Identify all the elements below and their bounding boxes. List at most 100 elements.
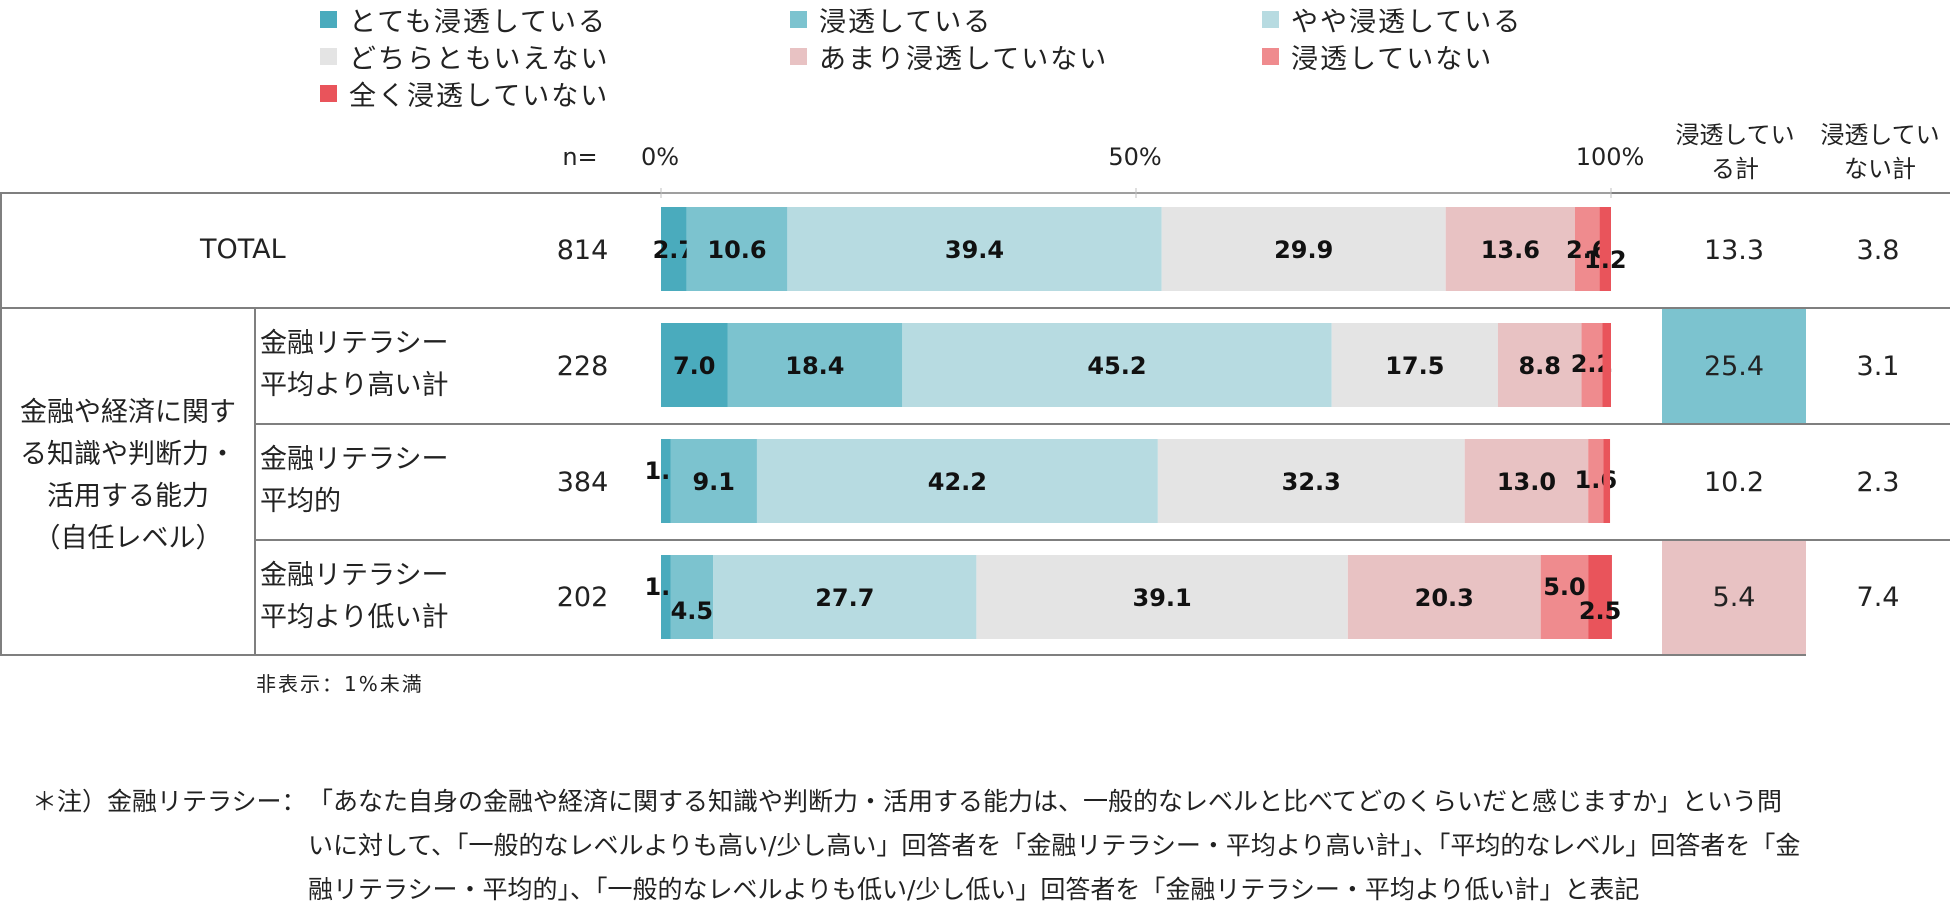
- highlight-penetrated-low: [1662, 541, 1806, 654]
- bar-segment-r0-s2: [787, 207, 1162, 291]
- note-prefix: ＊注）金融リテラシー：: [32, 787, 307, 816]
- data-label-r3-s5: 5.0: [1543, 573, 1586, 601]
- legend-swatch-1: [790, 10, 807, 28]
- penetrated-total-value-total: 13.3: [1703, 235, 1765, 266]
- data-label-r3-s6: 2.5: [1579, 597, 1622, 625]
- legend-label-4: あまり浸透していない: [819, 43, 1109, 75]
- n-value-mid: 384: [556, 466, 609, 498]
- legend-label-3: どちらともいえない: [349, 43, 610, 75]
- penetrated-total-header-line1: 浸透してい: [1675, 121, 1795, 149]
- bar-segment-r3-s3: [976, 555, 1348, 639]
- bar-segment-r2-s5: [1588, 439, 1604, 523]
- bar-segment-r1-s0: [661, 323, 728, 407]
- legend-item-0: とても浸透している: [320, 2, 607, 38]
- bar-segment-r0-s6: [1599, 207, 1611, 291]
- data-label-r1-s4: 8.8: [1518, 352, 1561, 380]
- bar-segment-r0-s3: [1161, 207, 1446, 291]
- bar-segment-r2-s6: [1603, 439, 1611, 523]
- data-label-r2-s4: 13.0: [1497, 468, 1556, 496]
- not-penetrated-total-value-high: 3.1: [1856, 350, 1900, 382]
- bar-segment-r3-s2: [713, 555, 977, 639]
- row-label-high-line1: 金融リテラシー: [260, 328, 449, 359]
- legend-swatch-4: [790, 47, 807, 65]
- row-label-mid-line2: 平均的: [260, 486, 341, 517]
- legend-label-5: 浸透していない: [1291, 43, 1494, 75]
- bar-segment-r0-s4: [1445, 207, 1575, 291]
- bar-segment-r3-s4: [1347, 555, 1541, 639]
- axis-label-50: 50%: [1108, 143, 1162, 171]
- row-divider-2: [254, 539, 1950, 541]
- data-label-r2-s2: 42.2: [928, 468, 987, 496]
- bar-segment-r1-s4: [1497, 323, 1582, 407]
- data-label-r2-s1: 9.1: [692, 468, 735, 496]
- bar-segment-r0-s0: [661, 207, 687, 291]
- data-label-r3-s4: 20.3: [1415, 584, 1474, 612]
- bar-segment-r1-s5: [1581, 323, 1603, 407]
- bar-segment-r1-s2: [902, 323, 1332, 407]
- group-label: 金融や経済に関す る知識や判断力・ 活用する能力 （自任レベル）: [2, 392, 254, 560]
- bar-segment-r1-s1: [727, 323, 903, 407]
- data-label-r1-s2: 45.2: [1087, 352, 1146, 380]
- row-label-total: TOTAL: [200, 234, 286, 265]
- data-label-r3-s3: 39.1: [1133, 584, 1192, 612]
- data-label-r0-s3: 29.9: [1274, 236, 1333, 264]
- legend-item-3: どちらともいえない: [320, 39, 610, 75]
- penetrated-total-value-low: 5.4: [1712, 582, 1756, 613]
- data-label-r0-s1: 10.6: [707, 236, 766, 264]
- bar-segment-r2-s0: [661, 439, 671, 523]
- group-divider: [254, 307, 256, 655]
- legend-label-1: 浸透している: [819, 6, 993, 38]
- bar-segment-r3-s0: [661, 555, 671, 639]
- note-line3: 融リテラシー・平均的」、「一般的なレベルよりも低い/少し低い」回答者を「金融リテ…: [308, 875, 1640, 904]
- legend-item-2: やや浸透している: [1262, 2, 1523, 38]
- legend-item-4: あまり浸透していない: [790, 39, 1109, 75]
- row-label-high-line2: 平均より高い計: [260, 370, 449, 401]
- legend-item-1: 浸透している: [790, 2, 993, 38]
- not-penetrated-total-value-total: 3.8: [1856, 235, 1900, 266]
- bar-segment-r2-s4: [1464, 439, 1589, 523]
- penetrated-total-value-mid: 10.2: [1703, 466, 1765, 498]
- n-value-high: 228: [556, 350, 609, 382]
- legend-swatch-5: [1262, 47, 1279, 65]
- data-label-r3-s1: 4.5: [671, 597, 714, 625]
- bar-segment-r0-s1: [686, 207, 788, 291]
- legend-label-2: やや浸透している: [1291, 6, 1523, 38]
- legend-item-6: 全く浸透していない: [320, 76, 610, 112]
- data-label-r1-s1: 18.4: [785, 352, 844, 380]
- data-label-r0-s2: 39.4: [945, 236, 1004, 264]
- legend-swatch-2: [1262, 10, 1279, 28]
- n-value-low: 202: [556, 582, 609, 613]
- bar-segment-r2-s1: [670, 439, 757, 523]
- bar-segment-r3-s6: [1588, 555, 1612, 639]
- row-divider-1: [254, 423, 1950, 425]
- not-penetrated-total-value-low: 7.4: [1856, 582, 1900, 613]
- legend-label-6: 全く浸透していない: [349, 80, 610, 112]
- not-penetrated-total-header: 浸透してい ない計: [1810, 118, 1950, 186]
- note-line1: 「あなた自身の金融や経済に関する知識や判断力・活用する能力は、一般的なレベルと比…: [308, 787, 1783, 816]
- row-label-mid: 金融リテラシー 平均的: [260, 439, 448, 523]
- penetrated-total-value-high: 25.4: [1703, 350, 1765, 382]
- bar-segment-r0-s5: [1574, 207, 1600, 291]
- data-label-r3-s2: 27.7: [815, 584, 874, 612]
- n-value-total: 814: [556, 235, 609, 266]
- penetrated-total-header-line2: る計: [1711, 155, 1759, 183]
- bar-segment-r1-s6: [1602, 323, 1611, 407]
- n-header: n=: [562, 143, 598, 171]
- legend-swatch-6: [320, 84, 337, 102]
- group-label-line4: （自任レベル）: [33, 523, 223, 554]
- axis-label-0: 0%: [640, 143, 680, 171]
- data-label-r0-s6: 1.2: [1584, 246, 1627, 274]
- bar-segment-r2-s2: [756, 439, 1158, 523]
- data-label-r1-s3: 17.5: [1385, 352, 1444, 380]
- not-penetrated-total-value-mid: 2.3: [1856, 466, 1900, 498]
- penetrated-total-header: 浸透してい る計: [1660, 118, 1810, 186]
- bar-segment-r1-s3: [1331, 323, 1498, 407]
- legend-swatch-0: [320, 10, 337, 28]
- group-label-line1: 金融や経済に関す: [20, 397, 236, 428]
- not-penetrated-total-header-line2: ない計: [1844, 155, 1916, 183]
- note-line2: いに対して、「一般的なレベルよりも高い/少し高い」回答者を「金融リテラシー・平均…: [308, 831, 1801, 860]
- hidden-footnote: 非表示：1%未満: [256, 672, 424, 696]
- legend-item-5: 浸透していない: [1262, 39, 1494, 75]
- bar-segment-r2-s3: [1157, 439, 1465, 523]
